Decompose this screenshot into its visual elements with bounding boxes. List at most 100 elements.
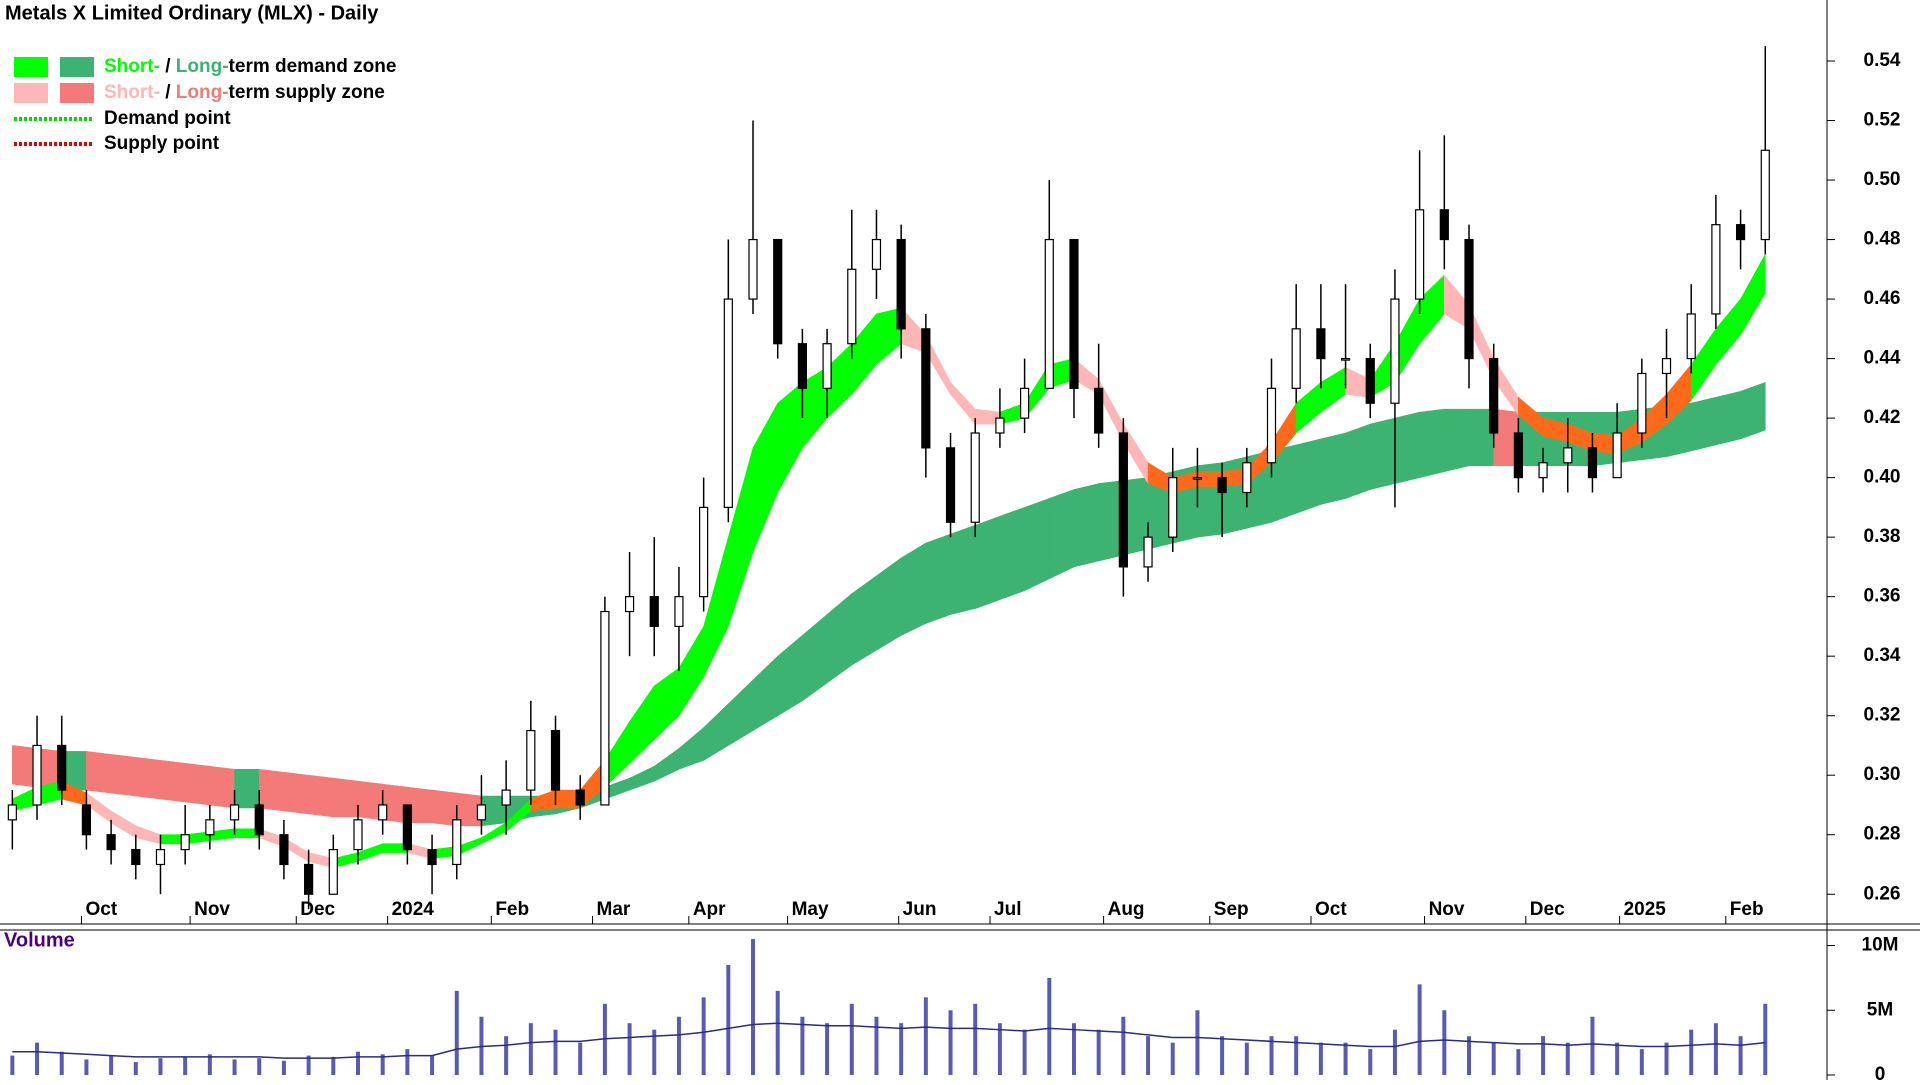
volume-bar [627, 1023, 632, 1075]
legend-swatch [60, 83, 94, 103]
y-tick-label: 0.52 [1864, 110, 1901, 131]
volume-bar [504, 1036, 509, 1075]
y-tick-label: 0.32 [1864, 705, 1901, 726]
long-band [1394, 411, 1420, 484]
volume-bar [10, 1055, 15, 1075]
volume-bar [405, 1049, 410, 1075]
candle-body [1020, 387, 1030, 419]
long-band [1073, 483, 1099, 568]
long-band [1048, 489, 1075, 580]
volume-bar [553, 1029, 558, 1075]
y-tick-label: 0.38 [1864, 526, 1901, 547]
x-tick-label: Feb [495, 899, 529, 920]
volume-bar [1047, 977, 1052, 1075]
candle-body [896, 238, 906, 330]
legend-label: Demand point [104, 108, 231, 129]
candle-body [1390, 298, 1400, 404]
x-tick-label: Jun [903, 899, 937, 920]
volume-bar [874, 1016, 879, 1075]
candle-body [279, 834, 289, 866]
volume-bar [997, 1023, 1002, 1075]
x-tick-label: 2025 [1624, 899, 1667, 920]
candle-body [1489, 357, 1499, 434]
volume-bar [1071, 1023, 1076, 1075]
legend-text: Short- [104, 82, 160, 103]
short-band [1740, 254, 1766, 336]
y-tick-label: 0.28 [1864, 824, 1901, 845]
long-band [160, 759, 186, 803]
candle-body [106, 834, 116, 851]
volume-bar [1738, 1036, 1743, 1075]
candle-body [81, 804, 92, 836]
candle-body [402, 804, 412, 851]
candle-body [945, 447, 956, 523]
candle-body [1118, 432, 1128, 568]
volume-bar [1615, 1042, 1620, 1075]
volume-bar [1467, 1036, 1472, 1075]
candle-body [1266, 387, 1277, 464]
legend-swatch [14, 57, 48, 77]
candle-body [550, 729, 561, 791]
y-tick-label: 0.30 [1864, 764, 1901, 785]
candle-body [1612, 432, 1622, 479]
y-tick-label: 0.34 [1864, 645, 1901, 666]
y-tick-label: 0.50 [1864, 169, 1901, 190]
candle-body [822, 343, 832, 389]
volume-bar [701, 997, 706, 1075]
volume-bar [1639, 1049, 1644, 1075]
long-band [1690, 396, 1717, 452]
x-tick-label: Jul [994, 899, 1021, 920]
volume-bar [331, 1056, 336, 1075]
volume-bar [1763, 1003, 1768, 1075]
candle-body [304, 863, 314, 895]
volume-bar [1516, 1049, 1521, 1075]
candle-body [748, 238, 758, 300]
volume-title: Volume [4, 929, 75, 951]
x-tick-label: Dec [300, 899, 335, 920]
volume-bar [1096, 1029, 1101, 1075]
volume-bar [355, 1051, 360, 1075]
volume-bar [775, 990, 780, 1075]
candle-body [1538, 462, 1548, 479]
volume-bar [923, 997, 928, 1075]
legend-label: Supply point [104, 133, 220, 154]
candle-body [1242, 462, 1252, 494]
candle-body [328, 849, 338, 895]
y-tick-label: 0.42 [1864, 407, 1901, 428]
candle-body [1044, 238, 1054, 389]
candle-body [797, 343, 807, 389]
volume-bar [1689, 1029, 1694, 1075]
candle-body [1686, 313, 1696, 360]
long-band [999, 506, 1025, 601]
volume-bar [1565, 1042, 1570, 1075]
volume-bar [454, 990, 459, 1075]
candle-body [427, 849, 437, 866]
volume-bar [306, 1055, 311, 1075]
volume-bar [849, 1003, 854, 1075]
candles [7, 46, 1770, 910]
volume-y-tick-label: 5M [1867, 999, 1893, 1020]
long-band [1419, 408, 1445, 479]
y-tick-label: 0.40 [1864, 467, 1901, 488]
candle-body [378, 804, 388, 821]
candle-body [57, 744, 67, 791]
long-band [1024, 498, 1050, 592]
candle-body [921, 328, 931, 449]
y-tick-label: 0.36 [1864, 586, 1901, 607]
volume-bar [800, 1016, 805, 1075]
long-band [283, 771, 309, 815]
x-tick-label: Mar [597, 899, 631, 920]
volume-bar [232, 1059, 237, 1075]
volume-bar [578, 1042, 583, 1075]
legend-text: Long- [176, 82, 229, 103]
candle-body [1587, 447, 1598, 479]
volume-bar [59, 1051, 64, 1075]
candle-body [773, 238, 783, 345]
candle-body [1168, 477, 1178, 538]
long-band [1320, 432, 1346, 505]
legend-label: Short- / Long-term supply zone [104, 82, 385, 103]
candle-body [131, 849, 141, 866]
volume-bar [1121, 1016, 1126, 1075]
candle-body [526, 729, 536, 791]
candle-body [254, 804, 264, 836]
